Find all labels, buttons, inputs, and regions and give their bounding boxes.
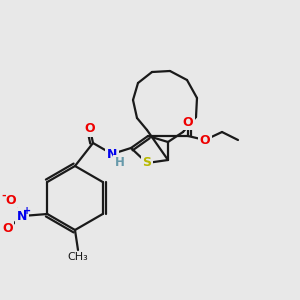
Text: +: + (23, 206, 31, 216)
Text: N: N (107, 148, 117, 160)
Text: O: O (5, 194, 16, 208)
Text: O: O (2, 223, 13, 236)
Text: CH₃: CH₃ (68, 252, 88, 262)
Text: O: O (183, 116, 193, 128)
Text: S: S (142, 157, 152, 169)
Text: O: O (200, 134, 210, 146)
Text: O: O (85, 122, 95, 136)
Text: -: - (1, 191, 6, 201)
Text: H: H (115, 157, 125, 169)
Text: N: N (17, 209, 28, 223)
